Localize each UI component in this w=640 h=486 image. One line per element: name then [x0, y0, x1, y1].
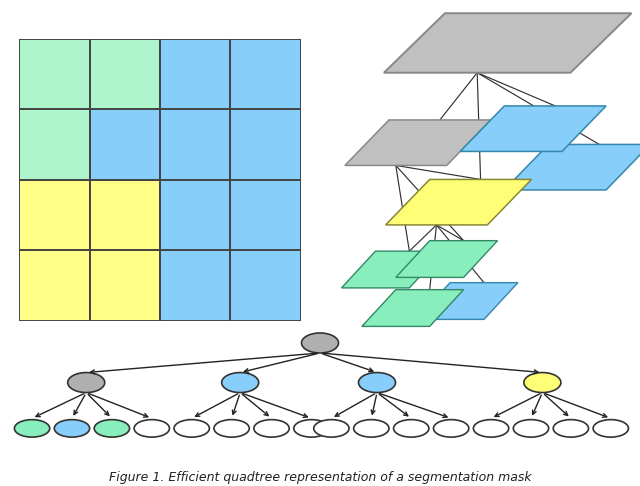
- Bar: [90, 39, 160, 109]
- Bar: [19, 180, 90, 250]
- Ellipse shape: [474, 419, 509, 437]
- Ellipse shape: [553, 419, 589, 437]
- Ellipse shape: [433, 419, 469, 437]
- Ellipse shape: [593, 419, 628, 437]
- Ellipse shape: [513, 419, 548, 437]
- Polygon shape: [345, 120, 491, 165]
- Ellipse shape: [68, 373, 105, 393]
- Ellipse shape: [214, 419, 250, 437]
- Ellipse shape: [174, 419, 209, 437]
- Bar: [90, 180, 160, 250]
- Ellipse shape: [354, 419, 389, 437]
- Ellipse shape: [301, 333, 339, 353]
- Ellipse shape: [394, 419, 429, 437]
- Ellipse shape: [94, 419, 129, 437]
- Bar: [19, 109, 90, 180]
- Polygon shape: [396, 241, 497, 278]
- Ellipse shape: [358, 373, 396, 393]
- Text: Figure 1. Efficient quadtree representation of a segmentation mask: Figure 1. Efficient quadtree representat…: [109, 470, 531, 484]
- Ellipse shape: [221, 373, 259, 393]
- Bar: [19, 39, 90, 109]
- Bar: [90, 250, 160, 321]
- Polygon shape: [385, 179, 531, 225]
- Ellipse shape: [14, 419, 50, 437]
- Bar: [160, 109, 230, 180]
- Ellipse shape: [134, 419, 170, 437]
- Polygon shape: [504, 144, 640, 190]
- Bar: [230, 180, 301, 250]
- Ellipse shape: [294, 419, 329, 437]
- Ellipse shape: [54, 419, 90, 437]
- Bar: [230, 250, 301, 321]
- Bar: [160, 39, 230, 109]
- Polygon shape: [416, 283, 518, 319]
- Bar: [160, 180, 230, 250]
- Bar: [230, 39, 301, 109]
- Ellipse shape: [314, 419, 349, 437]
- Ellipse shape: [524, 373, 561, 393]
- Polygon shape: [362, 290, 463, 327]
- Polygon shape: [342, 251, 444, 288]
- Bar: [230, 109, 301, 180]
- Ellipse shape: [254, 419, 289, 437]
- Bar: [19, 250, 90, 321]
- Bar: [160, 250, 230, 321]
- Polygon shape: [460, 106, 606, 152]
- Polygon shape: [384, 13, 632, 73]
- Bar: [90, 109, 160, 180]
